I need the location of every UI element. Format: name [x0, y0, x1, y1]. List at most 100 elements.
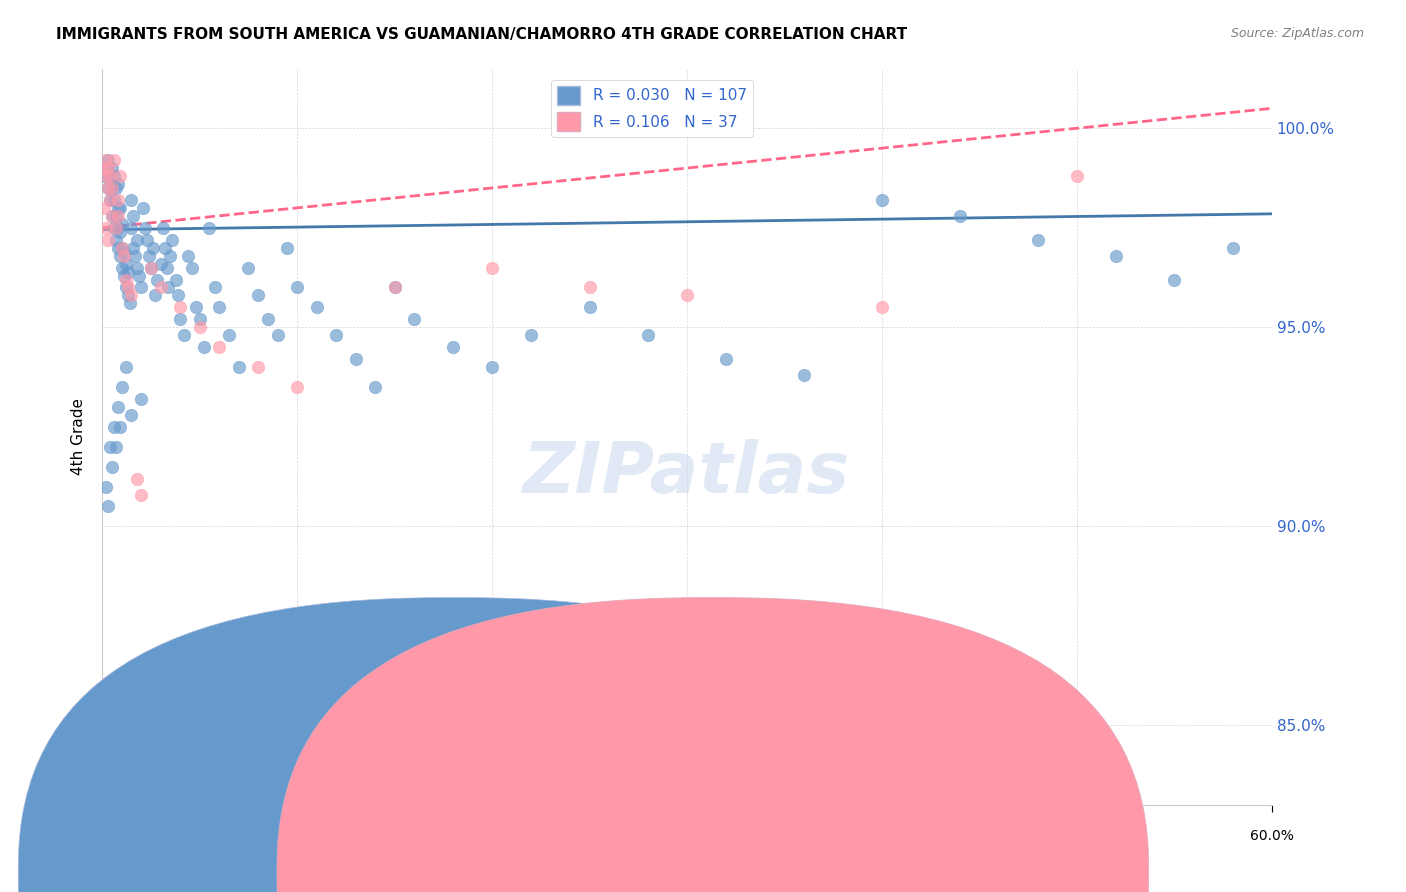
Point — [384, 280, 406, 294]
Point — [114, 272, 136, 286]
Point — [218, 328, 240, 343]
Point — [107, 201, 129, 215]
Point — [1163, 272, 1185, 286]
Point — [120, 288, 142, 302]
Point — [112, 268, 135, 283]
Point — [117, 280, 139, 294]
Point — [266, 328, 288, 343]
Text: 0.0%: 0.0% — [84, 829, 120, 843]
Point — [870, 301, 893, 315]
Point — [208, 301, 231, 315]
Point — [142, 241, 165, 255]
Text: Immigrants from South America: Immigrants from South America — [444, 858, 666, 872]
Point — [108, 201, 131, 215]
Point — [1066, 169, 1088, 183]
Point — [136, 233, 159, 247]
Point — [193, 340, 215, 354]
Point — [94, 161, 117, 175]
Point — [204, 280, 226, 294]
Point — [97, 181, 120, 195]
Point — [104, 209, 127, 223]
Point — [127, 472, 149, 486]
Point — [93, 201, 115, 215]
Point — [134, 220, 156, 235]
Point — [127, 233, 149, 247]
Point — [637, 328, 659, 343]
Point — [94, 479, 117, 493]
Point — [165, 272, 187, 286]
Point — [104, 233, 127, 247]
Point — [247, 360, 270, 375]
Point — [228, 360, 250, 375]
Point — [103, 193, 125, 207]
Point — [97, 500, 120, 514]
Point — [108, 169, 131, 183]
Point — [93, 161, 115, 175]
Point — [120, 193, 142, 207]
Point — [159, 249, 181, 263]
Point — [143, 288, 166, 302]
Point — [139, 260, 162, 275]
Point — [107, 241, 129, 255]
Point — [208, 340, 231, 354]
Point — [793, 368, 815, 382]
Point — [870, 193, 893, 207]
Point — [481, 260, 503, 275]
Point — [481, 360, 503, 375]
Point — [129, 280, 152, 294]
Point — [155, 260, 177, 275]
Point — [138, 249, 160, 263]
Point — [103, 420, 125, 434]
Point — [107, 220, 129, 235]
Point — [112, 249, 135, 263]
Point — [94, 169, 117, 183]
Point — [676, 288, 699, 302]
Point — [114, 280, 136, 294]
Point — [104, 220, 127, 235]
Point — [122, 209, 145, 223]
Point — [101, 181, 124, 195]
Point — [104, 181, 127, 195]
Point — [124, 249, 146, 263]
Point — [107, 400, 129, 414]
Point — [149, 280, 172, 294]
Point — [184, 301, 207, 315]
Point — [101, 459, 124, 474]
Point — [101, 209, 124, 223]
Point — [188, 312, 211, 326]
Point — [238, 260, 260, 275]
Point — [120, 408, 142, 422]
Point — [152, 220, 174, 235]
Point — [94, 153, 117, 167]
Point — [325, 328, 347, 343]
Point — [384, 280, 406, 294]
Point — [177, 249, 200, 263]
Point — [93, 169, 115, 183]
Point — [114, 257, 136, 271]
Point — [118, 296, 141, 310]
Point — [108, 249, 131, 263]
Point — [108, 420, 131, 434]
Point — [101, 209, 124, 223]
Point — [169, 301, 191, 315]
Point — [167, 288, 190, 302]
Point — [97, 161, 120, 175]
Point — [247, 288, 270, 302]
Point — [97, 233, 120, 247]
Point — [117, 288, 139, 302]
Y-axis label: 4th Grade: 4th Grade — [72, 399, 86, 475]
Point — [578, 301, 600, 315]
Point — [98, 169, 121, 183]
Point — [305, 301, 328, 315]
Point — [188, 320, 211, 334]
Text: Source: ZipAtlas.com: Source: ZipAtlas.com — [1230, 27, 1364, 40]
Point — [122, 241, 145, 255]
Point — [128, 268, 150, 283]
Point — [949, 209, 972, 223]
Point — [257, 312, 280, 326]
Text: IMMIGRANTS FROM SOUTH AMERICA VS GUAMANIAN/CHAMORRO 4TH GRADE CORRELATION CHART: IMMIGRANTS FROM SOUTH AMERICA VS GUAMANI… — [56, 27, 907, 42]
Point — [98, 440, 121, 454]
Point — [103, 169, 125, 183]
Point — [117, 264, 139, 278]
Point — [97, 153, 120, 167]
